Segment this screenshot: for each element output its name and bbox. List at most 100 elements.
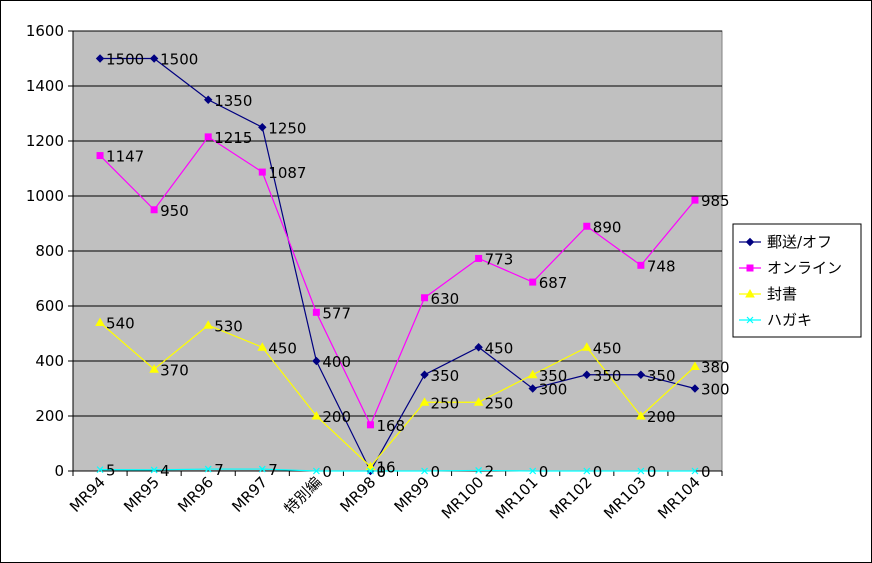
data-label: 5 bbox=[106, 462, 116, 480]
data-label: 0 bbox=[539, 463, 549, 481]
data-point bbox=[421, 294, 429, 302]
data-point bbox=[257, 342, 268, 351]
marker-stroke bbox=[691, 467, 699, 475]
data-point bbox=[204, 465, 212, 473]
data-label: 687 bbox=[539, 274, 568, 292]
data-point bbox=[204, 133, 212, 141]
marker-stroke bbox=[637, 467, 645, 475]
data-label: 1500 bbox=[160, 51, 198, 69]
data-point bbox=[690, 384, 700, 393]
data-point bbox=[312, 467, 320, 475]
data-label: 350 bbox=[539, 367, 568, 385]
data-point bbox=[258, 168, 266, 176]
data-label: 7 bbox=[214, 461, 224, 479]
data-label: 1215 bbox=[214, 129, 252, 147]
data-label: 300 bbox=[701, 381, 730, 399]
data-point bbox=[581, 342, 592, 351]
data-point bbox=[583, 467, 591, 475]
marker-stroke bbox=[746, 316, 754, 324]
y-tick-label: 1400 bbox=[26, 77, 64, 95]
data-label: 1087 bbox=[268, 164, 306, 182]
data-point bbox=[528, 384, 537, 393]
data-point bbox=[637, 261, 645, 269]
series-line bbox=[99, 322, 696, 468]
data-label: 300 bbox=[539, 381, 568, 399]
data-point bbox=[636, 370, 646, 379]
data-label: 350 bbox=[593, 367, 622, 385]
data-label: 985 bbox=[701, 192, 730, 210]
y-tick-label: 1600 bbox=[26, 22, 64, 40]
data-label: 4 bbox=[160, 462, 170, 480]
legend-marker bbox=[746, 316, 754, 324]
data-label: 0 bbox=[322, 463, 332, 481]
data-label: 16 bbox=[376, 459, 395, 477]
data-point bbox=[311, 410, 322, 420]
series-line bbox=[100, 468, 695, 472]
data-point bbox=[365, 461, 376, 471]
data-point bbox=[637, 467, 645, 475]
y-tick-label: 400 bbox=[35, 352, 64, 370]
data-label: 250 bbox=[431, 394, 460, 412]
marker-stroke bbox=[529, 467, 537, 475]
y-tick-label: 1200 bbox=[26, 132, 64, 150]
y-tick-label: 600 bbox=[35, 297, 64, 315]
data-label: 0 bbox=[376, 463, 386, 481]
data-label: 200 bbox=[322, 408, 351, 426]
data-label: 2 bbox=[485, 462, 495, 480]
data-label: 450 bbox=[593, 339, 622, 357]
data-point bbox=[258, 465, 266, 473]
legend-box bbox=[732, 223, 862, 338]
data-point bbox=[149, 364, 159, 373]
y-tick-label: 1000 bbox=[26, 187, 64, 205]
data-label: 1350 bbox=[214, 92, 252, 110]
data-point bbox=[366, 421, 374, 429]
data-label: 168 bbox=[376, 417, 405, 435]
data-label: 450 bbox=[485, 339, 514, 357]
marker-stroke bbox=[96, 466, 104, 474]
legend-label: ハガキ bbox=[767, 311, 812, 329]
data-point bbox=[636, 410, 646, 420]
data-point bbox=[204, 95, 213, 104]
legend-marker bbox=[745, 237, 755, 247]
data-point bbox=[95, 317, 105, 326]
data-point bbox=[475, 467, 483, 474]
y-tick-label: 200 bbox=[35, 407, 64, 425]
y-tick-label: 800 bbox=[35, 242, 64, 260]
data-point bbox=[96, 466, 104, 474]
data-label: 577 bbox=[322, 304, 351, 322]
data-label: 540 bbox=[106, 315, 135, 333]
data-label: 1250 bbox=[268, 119, 306, 137]
legend-label: 封書 bbox=[767, 285, 797, 303]
data-label: 350 bbox=[647, 367, 676, 385]
data-point bbox=[95, 54, 105, 63]
data-point bbox=[150, 206, 158, 214]
data-point bbox=[150, 466, 158, 474]
data-point bbox=[312, 356, 321, 366]
data-point bbox=[421, 467, 428, 475]
data-label: 0 bbox=[701, 463, 711, 481]
data-point bbox=[367, 467, 374, 475]
data-point bbox=[582, 370, 591, 379]
data-label: 530 bbox=[214, 317, 243, 335]
data-point bbox=[529, 467, 537, 475]
data-label: 890 bbox=[593, 218, 622, 236]
data-point bbox=[527, 369, 538, 379]
data-label: 773 bbox=[485, 250, 514, 268]
data-label: 630 bbox=[431, 290, 460, 308]
marker-stroke bbox=[367, 467, 374, 475]
data-point bbox=[690, 361, 700, 370]
marker-stroke bbox=[583, 467, 591, 475]
data-point bbox=[691, 467, 699, 475]
data-label: 950 bbox=[160, 202, 189, 220]
data-point bbox=[474, 343, 483, 352]
data-label: 0 bbox=[431, 463, 441, 481]
data-point bbox=[149, 54, 159, 63]
data-point bbox=[583, 222, 591, 230]
marker-stroke bbox=[204, 465, 212, 473]
marker-stroke bbox=[150, 466, 158, 474]
data-label: 7 bbox=[268, 461, 278, 479]
marker-stroke bbox=[258, 465, 266, 473]
